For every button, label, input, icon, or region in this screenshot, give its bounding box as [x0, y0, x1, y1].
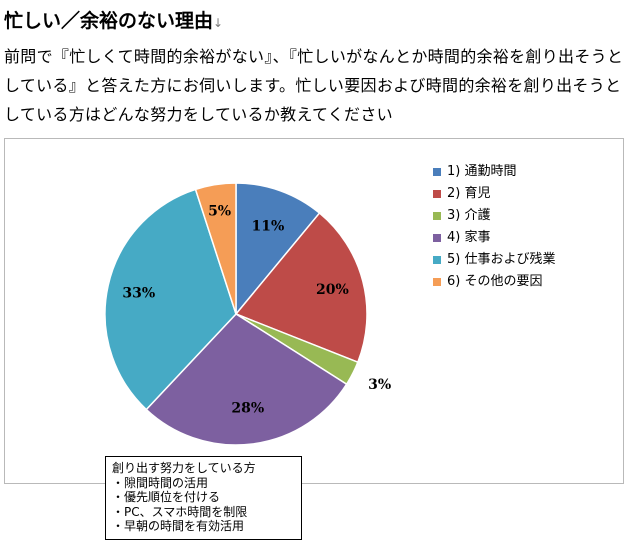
legend-swatch: [433, 168, 441, 176]
slice-label: 5%: [208, 204, 231, 220]
legend-label: 2) 育児: [447, 186, 491, 201]
legend-label: 4) 家事: [447, 230, 491, 245]
legend-item: 3) 介護: [433, 205, 555, 227]
legend-label: 6) その他の要因: [447, 274, 543, 289]
legend-item: 6) その他の要因: [433, 271, 555, 293]
pie-slice: [145, 313, 348, 446]
slice-label: 3%: [368, 377, 391, 393]
slice-label: 20%: [316, 282, 349, 298]
legend-swatch: [433, 190, 441, 198]
pie-slice: [194, 182, 237, 315]
legend-item: 5) 仕事および残業: [433, 249, 555, 271]
legend-item: 1) 通勤時間: [433, 161, 555, 183]
effort-textbox: 創り出す努力をしている方 ・隙間時間の活用 ・優先順位を付ける ・PC、スマホ時…: [105, 456, 302, 540]
paragraph-mark: ↓: [213, 16, 224, 30]
pie-slice: [235, 182, 321, 317]
effort-item: ・PC、スマホ時間を制限: [112, 504, 248, 519]
effort-title: 創り出す努力をしている方: [112, 461, 256, 475]
legend-label: 1) 通勤時間: [447, 164, 517, 179]
legend-swatch: [433, 212, 441, 220]
slice-label: 28%: [231, 401, 264, 417]
legend-swatch: [433, 234, 441, 242]
pie-slice: [104, 188, 237, 411]
legend-label: 5) 仕事および残業: [447, 252, 556, 267]
title-text: 忙しい／余裕のない理由: [4, 10, 214, 32]
page-title: 忙しい／余裕のない理由↓: [4, 6, 223, 33]
pie-slice: [234, 212, 368, 364]
legend-swatch: [433, 278, 441, 286]
effort-item: ・優先順位を付ける: [112, 490, 221, 504]
legend-item: 2) 育児: [433, 183, 555, 205]
legend-item: 4) 家事: [433, 227, 555, 249]
effort-item: ・早朝の時間を有効活用: [112, 519, 245, 533]
effort-item: ・隙間時間の活用: [112, 475, 209, 490]
legend-label: 3) 介護: [447, 208, 491, 223]
slice-label: 33%: [122, 285, 155, 301]
slice-label: 11%: [252, 218, 285, 234]
legend-swatch: [433, 256, 441, 264]
pie-chart-frame: 11% 20% 3% 28% 33% 5% 1) 通勤時間 2) 育児 3) 介護 4) 家事 5…: [4, 138, 624, 484]
pie-chart: 11% 20% 3% 28% 33% 5%: [104, 182, 391, 446]
intro-paragraph: 前問で『忙しくて時間的余裕がない』、『忙しいがなんとか時間的余裕を創り出そうとし…: [4, 47, 624, 124]
chart-legend: 1) 通勤時間 2) 育児 3) 介護 4) 家事 5) 仕事および残業 6) その他の要…: [433, 161, 555, 293]
